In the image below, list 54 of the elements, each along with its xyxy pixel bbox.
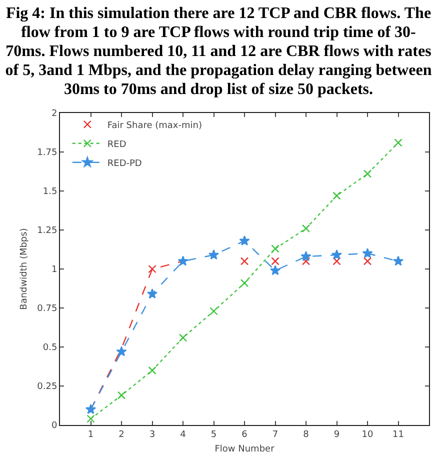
- x-tick-label: 9: [334, 430, 340, 440]
- point: [208, 249, 220, 260]
- point: [240, 278, 249, 288]
- y-tick-label: 0.5: [42, 343, 58, 354]
- point: [363, 170, 372, 178]
- legend-label: RED-PD: [107, 158, 142, 169]
- x-tick-label: 2: [118, 430, 124, 440]
- point: [271, 257, 280, 266]
- point: [394, 138, 402, 147]
- x-tick-label: 5: [210, 430, 217, 440]
- legend-label: RED: [107, 140, 126, 150]
- y-axis-title: Bandwidth (Mbps): [20, 228, 30, 310]
- point: [146, 288, 158, 299]
- x-axis-title: Flow Number: [214, 444, 275, 455]
- y-tick-label: 1: [51, 265, 58, 276]
- point: [210, 307, 218, 316]
- legend-label: Fair Share (max-min): [107, 120, 202, 131]
- point: [302, 224, 310, 233]
- point: [148, 366, 156, 374]
- x-tick-label: 6: [242, 430, 248, 440]
- y-tick-label: 1.75: [37, 148, 58, 158]
- point: [331, 249, 342, 260]
- point: [363, 257, 372, 266]
- point: [178, 334, 188, 342]
- point: [302, 257, 310, 266]
- point: [86, 414, 95, 423]
- point: [239, 235, 250, 246]
- y-tick-label: 0: [51, 421, 58, 432]
- point: [332, 192, 341, 200]
- x-tick-label: 3: [149, 430, 156, 440]
- point: [271, 244, 280, 253]
- chart-title: Fig 4: In this simulation there are 12 TCP and CBR flows. The flow from 1 to 9 are TCP flows with round trip time of 30-70ms. Flows numbered 10, 11 and 12 are CBR flows with rates of 5, 3and 1 Mbps, and the propagation delay ranging between 30ms to 70ms and drop list of size 50 packets.: [4, 4, 433, 99]
- point: [392, 256, 404, 266]
- point: [85, 404, 96, 414]
- x-tick-label: 7: [272, 430, 278, 440]
- x-tick-label: 8: [303, 430, 310, 440]
- x-tick-label: 1: [88, 430, 94, 440]
- point: [116, 346, 127, 356]
- y-tick-label: 2: [51, 109, 58, 120]
- x-tick-label: 10: [362, 430, 374, 440]
- point: [362, 248, 373, 258]
- point: [178, 256, 188, 266]
- x-tick-label: 4: [180, 430, 186, 440]
- point: [240, 257, 249, 266]
- y-tick-label: 1.5: [42, 187, 58, 198]
- point: [300, 251, 312, 262]
- point: [117, 391, 126, 400]
- point: [270, 265, 281, 276]
- point: [148, 264, 156, 274]
- point: [332, 257, 341, 266]
- y-tick-label: 0.25: [37, 382, 58, 392]
- y-tick-label: 1.25: [37, 226, 58, 236]
- x-tick-label: 11: [392, 430, 404, 440]
- y-tick-label: 0.75: [37, 304, 58, 314]
